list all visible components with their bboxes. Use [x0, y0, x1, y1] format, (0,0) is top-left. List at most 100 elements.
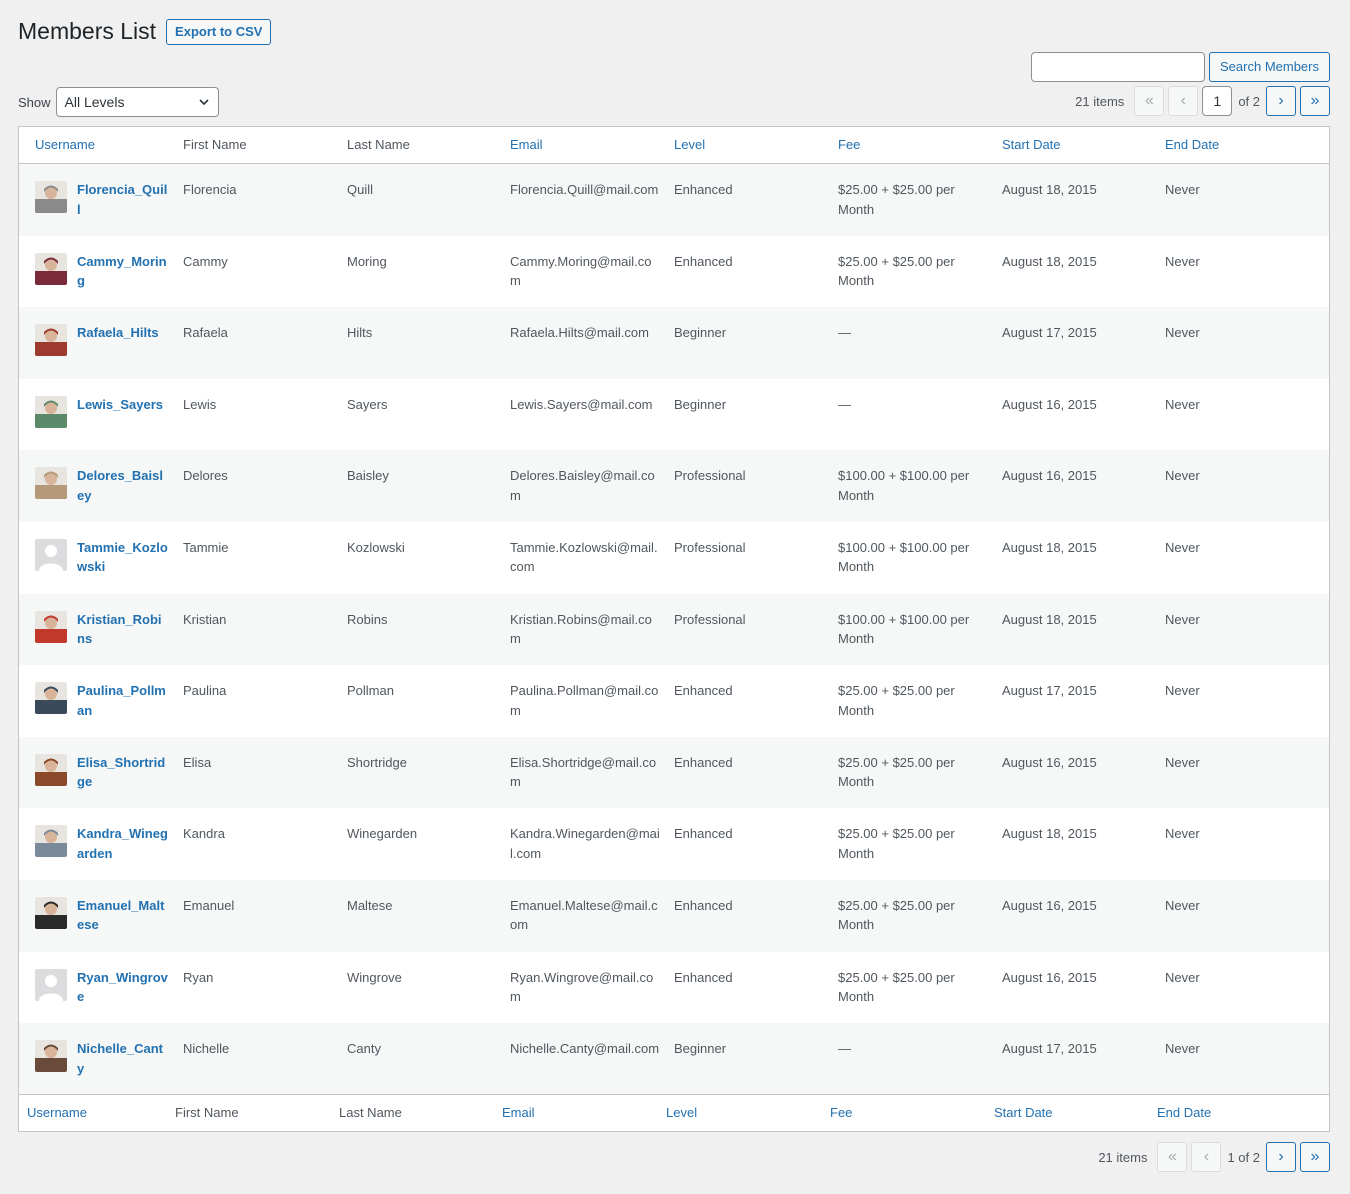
column-end-date[interactable]: End Date: [1165, 137, 1220, 153]
table-row: Lewis_Sayers Lewis Sayers Lewis.Sayers@mail…: [19, 379, 1329, 451]
username-cell: Ryan_Wingrove: [19, 968, 183, 1024]
next-page-button[interactable]: ›: [1266, 86, 1296, 116]
username-link[interactable]: Kandra_Winegarden: [77, 826, 168, 861]
column-level[interactable]: Level: [674, 137, 706, 153]
footer-column-end-date[interactable]: End Date: [1157, 1105, 1212, 1121]
username-link[interactable]: Delores_Baisley: [77, 468, 163, 503]
fee-cell: $25.00 + $25.00 per Month: [838, 253, 955, 289]
level-select[interactable]: All Levels: [55, 87, 219, 117]
pagination-top: 21 items « ‹ 1 of 2 › »: [1075, 86, 1330, 116]
username-link[interactable]: Kristian_Robins: [77, 611, 162, 647]
username-link[interactable]: Lewis_Sayers: [77, 396, 164, 412]
last-name-cell: Baisley: [347, 468, 389, 484]
username-link[interactable]: Emanuel_Maltese: [77, 897, 165, 933]
username-cell: Rafaela_Hilts: [19, 323, 183, 379]
last-name-cell: Canty: [347, 1041, 381, 1057]
footer-column-level[interactable]: Level: [666, 1105, 698, 1121]
column-fee[interactable]: Fee: [838, 137, 861, 153]
footer-column-username[interactable]: Username: [27, 1105, 87, 1121]
level-cell: Beginner: [674, 396, 727, 412]
table-footer: Username First Name Last Name Email Leve…: [19, 1094, 1329, 1131]
start-date-cell: August 18, 2015: [1002, 611, 1097, 627]
last-page-button[interactable]: »: [1300, 86, 1330, 116]
avatar: [35, 324, 67, 357]
avatar: [35, 610, 67, 643]
table-row: Rafaela_Hilts Rafaela Hilts Rafaela.Hilts@m…: [19, 307, 1329, 379]
table-row: Emanuel_Maltese Emanuel Maltese Emanuel.Mal…: [19, 879, 1329, 952]
end-date-cell: Never: [1165, 826, 1200, 842]
members-table: Username First Name Last Name Email Leve…: [18, 126, 1330, 1132]
first-name-cell: Kristian: [183, 611, 227, 627]
fee-cell: —: [838, 325, 851, 341]
column-email[interactable]: Email: [510, 137, 543, 153]
end-date-cell: Never: [1165, 754, 1200, 770]
username-link[interactable]: Ryan_Wingrove: [77, 969, 168, 1005]
table-row: Paulina_Pollman Paulina Pollman Paulina.Pol…: [19, 665, 1329, 737]
start-date-cell: August 17, 2015: [1002, 325, 1097, 341]
chevron-down-icon: [198, 99, 209, 106]
level-select-value: All Levels: [64, 94, 125, 110]
footer-column-email[interactable]: Email: [502, 1105, 535, 1121]
avatar: [35, 395, 67, 428]
username-cell: Nichelle_Canty: [19, 1039, 183, 1095]
email-cell: Florencia.Quill@mail.com: [510, 182, 659, 197]
username-link[interactable]: Paulina_Pollman: [77, 683, 166, 718]
avatar: [35, 825, 67, 858]
fee-cell: $100.00 + $100.00 per Month: [838, 611, 970, 647]
search-members-button[interactable]: Search Members: [1209, 52, 1330, 82]
username-link[interactable]: Nichelle_Canty: [77, 1041, 163, 1076]
level-cell: Beginner: [674, 325, 727, 341]
username-cell: Emanuel_Maltese: [19, 896, 183, 952]
last-page-button-bottom[interactable]: »: [1300, 1142, 1330, 1172]
search-box: Search Members: [1031, 52, 1330, 82]
fee-cell: $100.00 + $100.00 per Month: [838, 539, 970, 575]
level-cell: Enhanced: [674, 754, 733, 770]
avatar: [35, 467, 67, 500]
current-page-input[interactable]: 1: [1202, 86, 1233, 116]
column-start-date[interactable]: Start Date: [1002, 137, 1061, 153]
start-date-cell: August 17, 2015: [1002, 683, 1097, 699]
username-link[interactable]: Rafaela_Hilts: [77, 325, 159, 341]
search-input[interactable]: [1031, 52, 1206, 82]
start-date-cell: August 18, 2015: [1002, 182, 1097, 197]
footer-column-fee[interactable]: Fee: [830, 1105, 853, 1121]
last-name-cell: Pollman: [347, 683, 394, 699]
first-name-cell: Emanuel: [183, 897, 235, 913]
first-name-cell: Tammie: [183, 539, 229, 555]
username-link[interactable]: Tammie_Kozlowski: [77, 539, 168, 575]
last-name-cell: Moring: [347, 253, 387, 269]
last-name-cell: Winegarden: [347, 826, 418, 842]
table-row: Delores_Baisley Delores Baisley Delores.Bai…: [19, 450, 1329, 522]
first-name-cell: Rafaela: [183, 325, 228, 341]
level-cell: Enhanced: [674, 182, 733, 197]
table-row: Florencia_Quill Florencia Quill Florencia.Q…: [19, 164, 1329, 236]
email-cell: Ryan.Wingrove@mail.com: [510, 969, 654, 1005]
username-link[interactable]: Cammy_Moring: [77, 253, 167, 289]
level-cell: Enhanced: [674, 897, 733, 913]
footer-column-first-name: First Name: [175, 1105, 239, 1121]
username-link[interactable]: Florencia_Quill: [77, 182, 168, 217]
next-page-button-bottom[interactable]: ›: [1266, 1142, 1296, 1172]
start-date-cell: August 18, 2015: [1002, 826, 1097, 842]
footer-column-last-name: Last Name: [339, 1105, 402, 1121]
export-csv-button[interactable]: Export to CSV: [166, 18, 272, 45]
items-count-bottom: 21 items: [1098, 1149, 1148, 1165]
fee-cell: $25.00 + $25.00 per Month: [838, 969, 955, 1005]
footer-column-start-date[interactable]: Start Date: [994, 1105, 1053, 1121]
username-link[interactable]: Elisa_Shortridge: [77, 754, 166, 790]
first-name-cell: Elisa: [183, 754, 212, 770]
email-cell: Kandra.Winegarden@mail.com: [510, 826, 660, 861]
first-name-cell: Lewis: [183, 396, 217, 412]
page-indicator-bottom: 1 of 2: [1227, 1149, 1260, 1165]
last-name-cell: Kozlowski: [347, 539, 405, 555]
avatar: [35, 538, 67, 571]
end-date-cell: Never: [1165, 1041, 1200, 1057]
start-date-cell: August 18, 2015: [1002, 539, 1097, 555]
column-last-name: Last Name: [347, 137, 410, 153]
table-row: Kristian_Robins Kristian Robins Kristian.Ro…: [19, 593, 1329, 666]
column-username[interactable]: Username: [35, 137, 95, 153]
email-cell: Nichelle.Canty@mail.com: [510, 1041, 660, 1057]
email-cell: Rafaela.Hilts@mail.com: [510, 325, 649, 341]
level-filter: Show All Levels: [18, 87, 219, 117]
email-cell: Paulina.Pollman@mail.com: [510, 683, 659, 718]
